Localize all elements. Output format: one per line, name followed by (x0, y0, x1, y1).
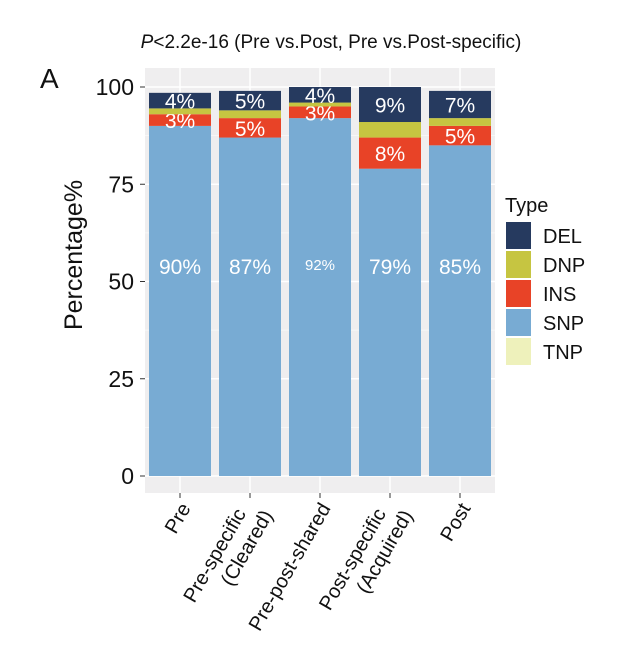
bar-dnp (219, 110, 281, 119)
bar-ins (359, 137, 421, 169)
bar-snp (359, 168, 421, 476)
bar-ins (429, 125, 491, 146)
bar-dnp (359, 122, 421, 138)
data-label: 3% (305, 102, 335, 125)
bar-ins (289, 106, 351, 119)
bar-del (359, 87, 421, 123)
data-label: 4% (165, 91, 195, 114)
bar-ins (219, 118, 281, 138)
legend-swatch-dnp (506, 251, 531, 278)
data-label: 5% (235, 118, 265, 141)
panel-letter: A (40, 63, 59, 94)
x-tick-label: Post (436, 499, 475, 545)
y-tick-label: 100 (96, 74, 134, 100)
legend-label: SNP (543, 313, 584, 335)
legend-label: DNP (543, 255, 585, 277)
legend-title: Type (505, 195, 548, 217)
y-tick-label: 0 (121, 463, 134, 489)
bar-ins (149, 114, 211, 126)
data-label: 5% (235, 91, 265, 114)
x-tick-label-line: Pre (161, 500, 196, 538)
bar-snp (289, 118, 351, 477)
bar-dnp (149, 108, 211, 115)
data-label: 3% (165, 110, 195, 133)
legend-label: TNP (543, 342, 583, 364)
title-text: <2.2e-16 (Pre vs.Post, Pre vs.Post-speci… (153, 32, 521, 53)
bar-snp (149, 125, 211, 477)
data-label: 85% (439, 256, 481, 279)
data-label: 9% (375, 95, 405, 118)
y-tick-label: 75 (108, 171, 134, 197)
data-label: 8% (375, 143, 405, 166)
bar-del (429, 90, 491, 119)
legend-swatch-del (506, 222, 531, 249)
data-label: 4% (305, 85, 335, 108)
x-tick-label: Pre (161, 500, 196, 538)
bar-dnp (289, 102, 351, 107)
legend-swatch-tnp (506, 338, 531, 365)
bar-snp (429, 145, 491, 476)
y-tick-label: 50 (108, 269, 134, 295)
chart-title: P<2.2e-16 (Pre vs.Post, Pre vs.Post-spec… (141, 32, 522, 53)
data-label: 7% (445, 95, 475, 118)
legend-label: DEL (543, 226, 582, 248)
data-label: 92% (305, 257, 335, 274)
bar-snp (219, 137, 281, 476)
legend-swatch-ins (506, 280, 531, 307)
data-label: 87% (229, 256, 271, 279)
title-italic: P (141, 32, 154, 53)
legend-label: INS (543, 284, 576, 306)
bar-del (289, 87, 351, 103)
legend-swatch-snp (506, 309, 531, 336)
data-label: 5% (445, 126, 475, 149)
bar-del (219, 90, 281, 111)
bar-del (149, 92, 211, 109)
x-tick-label-line: Post (436, 499, 475, 545)
bar-dnp (429, 118, 491, 126)
data-label: 90% (159, 256, 201, 279)
y-tick-label: 25 (108, 366, 134, 392)
y-axis-label: Percentage% (60, 180, 88, 330)
data-label: 79% (369, 256, 411, 279)
